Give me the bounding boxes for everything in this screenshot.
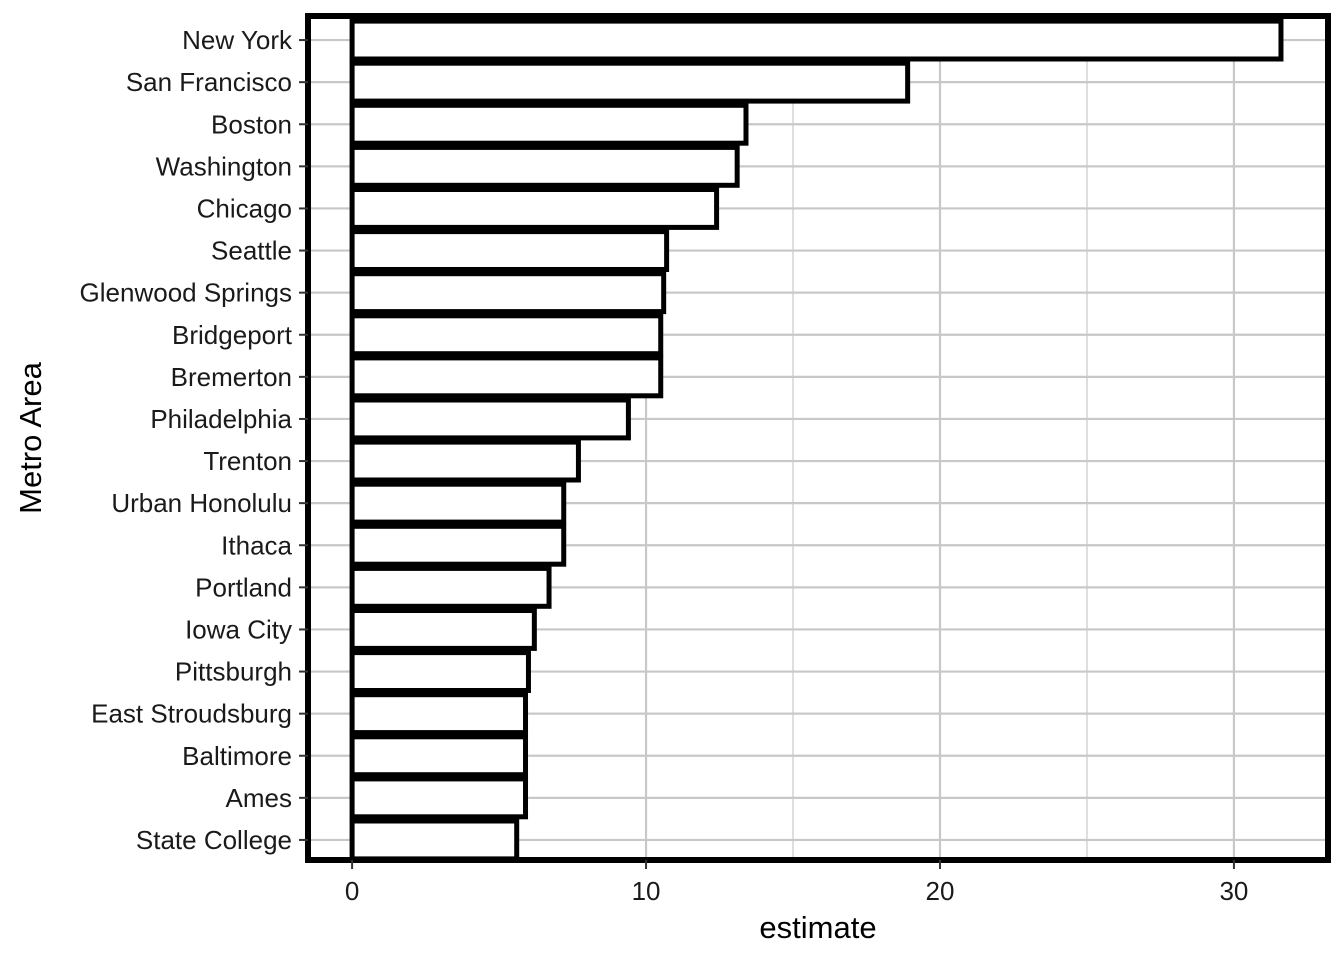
x-axis-title: estimate	[759, 910, 876, 945]
y-tick-label: Boston	[211, 109, 292, 139]
y-tick-label: Philadelphia	[150, 404, 292, 434]
y-tick-label: Baltimore	[182, 741, 292, 771]
bar	[349, 523, 567, 567]
y-tick-label: San Francisco	[126, 67, 292, 97]
y-tick-label: State College	[136, 825, 292, 855]
y-tick-label: New York	[182, 25, 293, 55]
bar	[349, 187, 720, 230]
bar	[349, 60, 911, 104]
x-axis: 0 10 20 30	[345, 860, 1248, 906]
y-tick-label: Washington	[156, 151, 292, 181]
y-tick-label: Ithaca	[221, 530, 292, 560]
bar	[349, 481, 567, 525]
y-tick-label: East Stroudsburg	[91, 699, 292, 729]
bar	[349, 650, 531, 693]
y-axis-title: Metro Area	[13, 361, 48, 513]
y-tick-label: Pittsburgh	[175, 657, 292, 687]
x-tick-label: 20	[926, 876, 955, 906]
bar	[349, 565, 552, 609]
bar	[349, 608, 537, 651]
bar	[349, 144, 740, 188]
y-tick-label: Ames	[226, 783, 292, 813]
y-tick-label: Chicago	[197, 193, 292, 223]
y-axis: New York San Francisco Boston Washington Chi…	[80, 25, 308, 855]
y-tick-label: Bremerton	[171, 362, 292, 392]
y-tick-label: Portland	[195, 572, 292, 602]
bar	[349, 397, 631, 441]
y-tick-label: Urban Honolulu	[111, 488, 292, 518]
bar	[349, 439, 581, 483]
bar	[349, 818, 520, 862]
bar	[349, 313, 664, 357]
bar	[349, 229, 670, 272]
y-tick-label: Trenton	[203, 446, 292, 476]
bar	[349, 776, 529, 820]
y-tick-label: Seattle	[211, 236, 292, 266]
bar	[349, 692, 529, 736]
bar	[349, 102, 749, 146]
panel-border	[305, 13, 1331, 863]
bars	[349, 18, 1284, 862]
bar	[349, 734, 529, 778]
y-tick-label: Glenwood Springs	[80, 278, 292, 308]
bar	[349, 18, 1284, 62]
x-tick-label: 0	[345, 876, 359, 906]
x-tick-label: 30	[1219, 876, 1248, 906]
bar	[349, 355, 664, 399]
y-tick-label: Iowa City	[185, 614, 292, 644]
bar	[349, 271, 667, 315]
x-tick-label: 10	[632, 876, 661, 906]
y-tick-label: Bridgeport	[172, 320, 293, 350]
